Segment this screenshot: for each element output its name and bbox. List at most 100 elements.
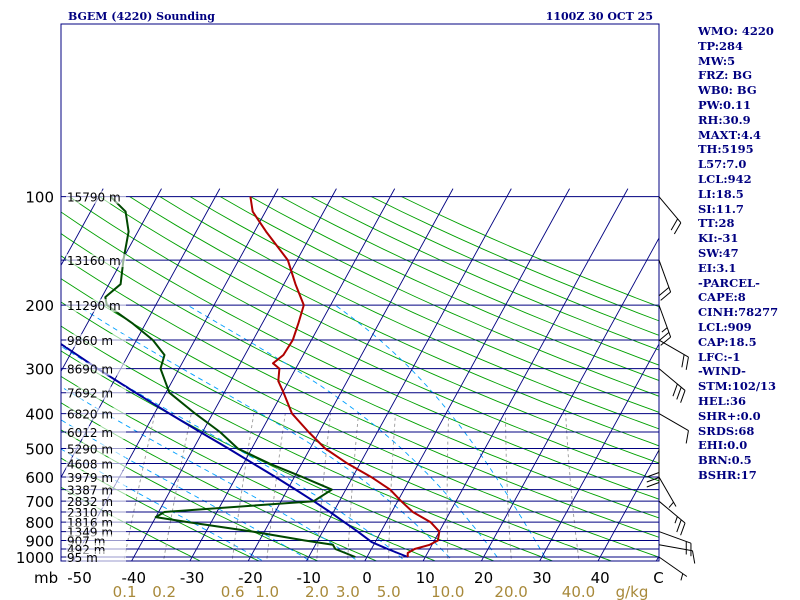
- index-item: LCL:942: [698, 171, 752, 186]
- height-label: 3387 m: [67, 484, 113, 498]
- temperature-tick-label: 20: [474, 569, 493, 587]
- pressure-label: 700: [25, 493, 54, 511]
- dry-adiabat: [61, 278, 659, 558]
- height-label-bg: [66, 254, 126, 268]
- height-label: 7692 m: [67, 387, 113, 401]
- dry-adiabat: [189, 196, 659, 413]
- isotherm: [189, 188, 396, 561]
- wind-barb-flag: [672, 383, 678, 397]
- height-label: 6012 m: [67, 426, 113, 440]
- index-item: SI:11.7: [698, 201, 744, 216]
- index-item: WB0: BG: [698, 83, 757, 98]
- wind-barb-flag: [646, 472, 660, 478]
- wind-barb-staff: [658, 413, 689, 432]
- isotherm: [131, 188, 337, 561]
- index-item: LI:18.5: [698, 186, 744, 201]
- wind-barbs-layer: [646, 196, 696, 581]
- height-label-bg: [66, 471, 126, 485]
- index-item: HEL:36: [698, 393, 746, 408]
- height-label-bg: [66, 190, 126, 204]
- wind-barb-staff: [658, 500, 686, 524]
- mixing-ratio-unit-label: g/kg: [616, 583, 649, 600]
- index-item: SW:47: [698, 245, 739, 260]
- wind-barb-flag: [676, 387, 682, 400]
- height-label: 5290 m: [67, 443, 113, 457]
- pressure-label: 500: [25, 441, 54, 459]
- wind-barb-flag: [680, 390, 686, 403]
- height-label-bg: [66, 362, 126, 376]
- mixing-ratio-label: 3.0: [336, 583, 360, 600]
- height-label-bg: [66, 505, 126, 519]
- index-item: L57:7.0: [698, 157, 747, 172]
- wind-barb-flag: [685, 430, 689, 444]
- pressure-label: 400: [25, 406, 54, 424]
- index-item: TH:5195: [698, 142, 754, 157]
- index-item: MW:5: [698, 53, 736, 68]
- moist-adiabat: [187, 304, 501, 561]
- wind-barb-flag: [691, 550, 696, 564]
- index-item: EHI:0.0: [698, 438, 748, 453]
- dry-adiabat: [61, 375, 437, 561]
- mixing-ratio-label: 20.0: [494, 583, 527, 600]
- index-item: TT:28: [698, 216, 735, 231]
- plot-frame: [60, 23, 660, 562]
- mixing-ratio-line: [123, 413, 156, 561]
- wind-barb-flag: [646, 477, 660, 483]
- index-item: -WIND-: [698, 364, 746, 379]
- moist-adiabat: [61, 386, 359, 561]
- temperature-tick-label: 30: [532, 569, 551, 587]
- temperature-tick-label: 0: [362, 569, 372, 587]
- mixing-ratio-line: [266, 413, 286, 561]
- height-label: 9860 m: [67, 334, 113, 348]
- mixing-ratio-label: 0.1: [113, 583, 137, 600]
- dry-adiabat: [99, 196, 659, 464]
- index-item: KI:-31: [698, 231, 739, 246]
- valid-time: 1100Z 30 OCT 25: [546, 10, 653, 23]
- dry-adiabat: [280, 196, 659, 366]
- moist-adiabat: [61, 419, 312, 561]
- height-label: 11290 m: [67, 299, 121, 313]
- wind-barb-flag: [685, 356, 689, 370]
- pressure-label: 300: [25, 361, 54, 379]
- wind-barb-staff: [658, 196, 682, 224]
- height-label-bg: [66, 426, 126, 440]
- height-label: 13160 m: [67, 254, 121, 268]
- temperature-tick-label: 10: [416, 569, 435, 587]
- parcel-path: [61, 342, 409, 558]
- index-item: -PARCEL-: [698, 275, 760, 290]
- isotherm: [61, 188, 221, 479]
- height-label-bg: [66, 551, 126, 564]
- height-label: 8690 m: [67, 363, 113, 377]
- index-item: WMO: 4220: [698, 24, 774, 38]
- wind-barb-flag: [660, 291, 671, 301]
- mixing-ratio-label: 0.6: [221, 583, 245, 600]
- chart-title: BGEM (4220) Sounding: [68, 10, 215, 23]
- wind-barb-staff: [658, 544, 693, 552]
- height-label-bg: [66, 334, 126, 348]
- height-label-bg: [66, 407, 126, 421]
- index-item: PW:0.11: [698, 97, 752, 112]
- dry-adiabat: [61, 255, 659, 538]
- mixing-ratio-line: [565, 413, 580, 561]
- mixing-ratio-label: 10.0: [431, 583, 464, 600]
- height-label-bg: [66, 299, 126, 313]
- height-label: 15790 m: [67, 191, 121, 205]
- wind-barb-flag: [670, 218, 679, 231]
- height-label-bg: [66, 457, 126, 471]
- mixing-ratio-label: 2.0: [305, 583, 329, 600]
- wind-barb-flag: [646, 482, 660, 488]
- index-item: TP:284: [698, 38, 744, 53]
- index-item: BRN:0.5: [698, 453, 752, 468]
- pressure-unit-label: mb: [34, 569, 58, 587]
- temperature-tick-label: 40: [591, 569, 610, 587]
- wind-barb-flag: [661, 327, 668, 333]
- dry-adiabat: [69, 196, 659, 482]
- mixing-ratio-line: [163, 413, 192, 561]
- height-label: 95 m: [67, 551, 98, 565]
- stability-indices-panel: WMO: 4220 TP:284 MW:5 FRZ: BG WB0: BG PW:0.11…: [698, 24, 800, 483]
- isotherm: [539, 343, 659, 561]
- height-label: 4608 m: [67, 457, 113, 471]
- height-label-bg: [66, 483, 126, 497]
